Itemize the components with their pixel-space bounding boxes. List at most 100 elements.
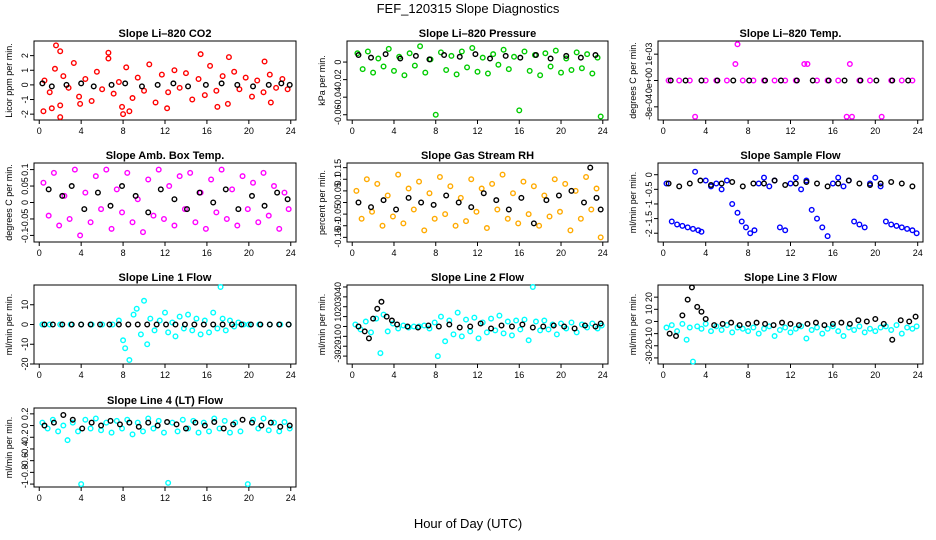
data-point [139, 428, 146, 435]
data-point [558, 320, 565, 327]
data-point [229, 186, 236, 193]
y-tick-label: 1e-03 [644, 43, 654, 66]
x-tick-label: 0 [350, 248, 355, 258]
series-colored [40, 42, 291, 121]
data-point [766, 183, 773, 190]
data-point [909, 325, 916, 332]
data-point [59, 321, 66, 328]
data-point [77, 100, 84, 107]
data-point [684, 224, 691, 231]
data-point [536, 222, 543, 229]
data-point [82, 189, 89, 196]
data-point [133, 305, 140, 312]
x-tick-label: 8 [121, 248, 126, 258]
data-point [393, 206, 400, 213]
data-point [762, 320, 769, 327]
data-point [718, 326, 725, 333]
data-point [44, 425, 51, 432]
data-point [226, 429, 233, 436]
y-tick-label: -0.6 [20, 453, 30, 469]
y-tick-label: 40 [333, 282, 343, 292]
data-point [746, 77, 753, 84]
data-point [456, 53, 463, 60]
y-axis-label: ml/min per min. [628, 172, 638, 234]
data-point [469, 45, 476, 52]
data-point [897, 317, 904, 324]
data-point [255, 219, 262, 226]
data-point [250, 83, 257, 90]
data-point [284, 196, 291, 203]
x-tick-label: 24 [286, 370, 296, 380]
data-point [840, 183, 847, 190]
data-point [69, 419, 76, 426]
data-point [260, 89, 267, 96]
data-point [541, 317, 548, 324]
data-point [368, 54, 375, 61]
data-point [792, 180, 799, 187]
data-point [540, 323, 547, 330]
data-point [571, 325, 578, 332]
data-point [98, 427, 105, 434]
y-tick-label: 0 [644, 319, 654, 324]
x-tick-label: 4 [703, 126, 708, 136]
data-point [803, 335, 810, 342]
data-point [824, 183, 831, 190]
data-point [75, 428, 82, 435]
x-tick-label: 12 [785, 248, 795, 258]
data-point [728, 319, 735, 326]
x-tick-label: 4 [79, 370, 84, 380]
x-tick-label: 16 [202, 493, 212, 503]
data-point [192, 419, 199, 426]
data-point [250, 416, 257, 423]
x-tick-label: 20 [870, 248, 880, 258]
data-point [362, 318, 369, 325]
x-tick-label: 20 [244, 126, 254, 136]
panel-title: Slope Gas Stream RH [421, 150, 534, 162]
data-point [260, 169, 267, 176]
data-point [76, 93, 83, 100]
data-point [517, 54, 524, 61]
data-point [229, 321, 236, 328]
data-point [90, 83, 97, 90]
x-tick-label: 4 [79, 493, 84, 503]
data-point [88, 97, 95, 104]
data-point [835, 174, 842, 181]
x-tick-label: 24 [598, 248, 608, 258]
data-point [913, 323, 920, 330]
y-tick-label: -1 [644, 200, 654, 208]
data-point [829, 323, 836, 330]
data-point [489, 180, 496, 187]
data-point [125, 321, 132, 328]
data-point [151, 327, 158, 334]
data-point [152, 99, 159, 106]
data-point [270, 183, 277, 190]
data-point [578, 321, 585, 328]
data-point [59, 192, 66, 199]
data-point [225, 54, 232, 61]
data-point [782, 227, 789, 234]
data-point [856, 221, 863, 228]
y-tick-label: 20 [333, 302, 343, 312]
x-tick-label: 8 [121, 493, 126, 503]
data-point [210, 309, 217, 316]
data-point [441, 52, 448, 59]
data-point [668, 322, 675, 329]
plot-frame [346, 162, 609, 243]
data-point [592, 323, 599, 330]
data-point [814, 324, 821, 331]
x-tick-label: 4 [703, 248, 708, 258]
data-point [359, 66, 366, 73]
data-point [267, 419, 274, 426]
panel-title: Slope Li–820 Temp. [740, 28, 842, 40]
data-point [483, 329, 490, 336]
panel-title: Slope Li–820 Pressure [419, 28, 536, 40]
data-point [260, 415, 267, 422]
data-point [46, 89, 53, 96]
data-point [475, 335, 482, 342]
x-tick-label: 0 [37, 248, 42, 258]
data-point [702, 320, 709, 327]
data-point [48, 83, 55, 90]
data-point [718, 186, 725, 193]
x-tick-label: 16 [202, 126, 212, 136]
